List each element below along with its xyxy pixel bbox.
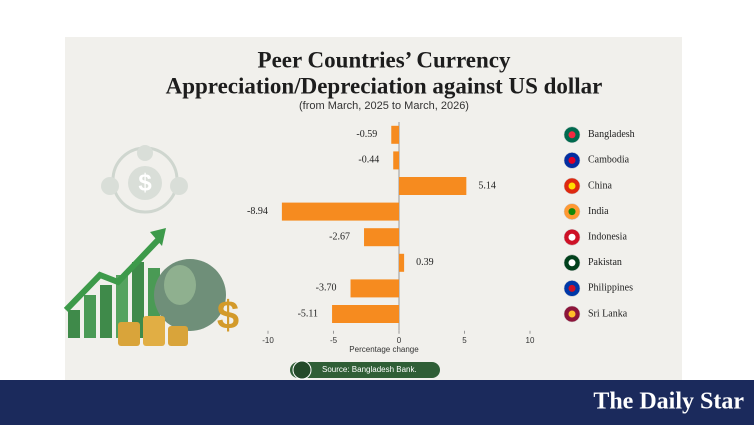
- category-label: China: [588, 180, 612, 191]
- footer-band: [0, 380, 754, 425]
- category-label: Cambodia: [588, 155, 630, 166]
- svg-text:$: $: [138, 169, 152, 196]
- value-label: 0.39: [416, 257, 434, 268]
- source: Source: Bangladesh Bank.: [322, 365, 417, 374]
- value-label: -0.44: [358, 155, 379, 166]
- brand-logo: The Daily Star: [593, 389, 744, 415]
- value-label: 5.14: [478, 180, 496, 191]
- illustration: $ $: [63, 145, 239, 346]
- category-label: Indonesia: [588, 231, 627, 242]
- category-label: India: [588, 206, 609, 217]
- chart-title: Appreciation/Depreciation against US dol…: [166, 73, 603, 98]
- x-tick-label: 10: [526, 336, 535, 345]
- source-icon: [292, 360, 312, 380]
- category-label: Pakistan: [588, 257, 622, 268]
- flag-icon: [568, 259, 576, 267]
- bar: [391, 125, 399, 144]
- category-label: Sri Lanka: [588, 308, 628, 319]
- x-tick-label: -10: [262, 336, 274, 345]
- flag-icon: [568, 208, 576, 216]
- bar: [350, 279, 399, 298]
- bar: [399, 253, 405, 272]
- bar: [364, 228, 399, 247]
- x-tick-label: 5: [462, 336, 467, 345]
- value-label: -0.59: [356, 129, 377, 140]
- flag-icon: [568, 310, 576, 318]
- chart-title: Peer Countries’ Currency: [258, 47, 511, 72]
- category-label: Bangladesh: [588, 129, 635, 140]
- x-tick-label: 0: [397, 336, 402, 345]
- chart-subtitle: (from March, 2025 to March, 2026): [299, 100, 469, 112]
- svg-text:$: $: [217, 294, 239, 338]
- value-label: -3.70: [316, 283, 337, 294]
- bar: [281, 202, 399, 221]
- x-tick-label: -5: [330, 336, 338, 345]
- bar: [399, 177, 467, 195]
- flag-icon: [568, 284, 576, 292]
- value-label: -8.94: [247, 206, 268, 217]
- bar: [393, 151, 399, 170]
- category-label: Philippines: [588, 283, 633, 294]
- value-label: -5.11: [298, 308, 318, 319]
- flag-icon: [568, 233, 576, 241]
- flag-icon: [568, 182, 576, 190]
- flag-icon: [568, 131, 576, 139]
- x-axis-label: Percentage change: [349, 345, 419, 354]
- bar: [332, 305, 399, 323]
- source-pill: [290, 362, 440, 378]
- value-label: -2.67: [329, 231, 350, 242]
- flag-icon: [568, 156, 576, 164]
